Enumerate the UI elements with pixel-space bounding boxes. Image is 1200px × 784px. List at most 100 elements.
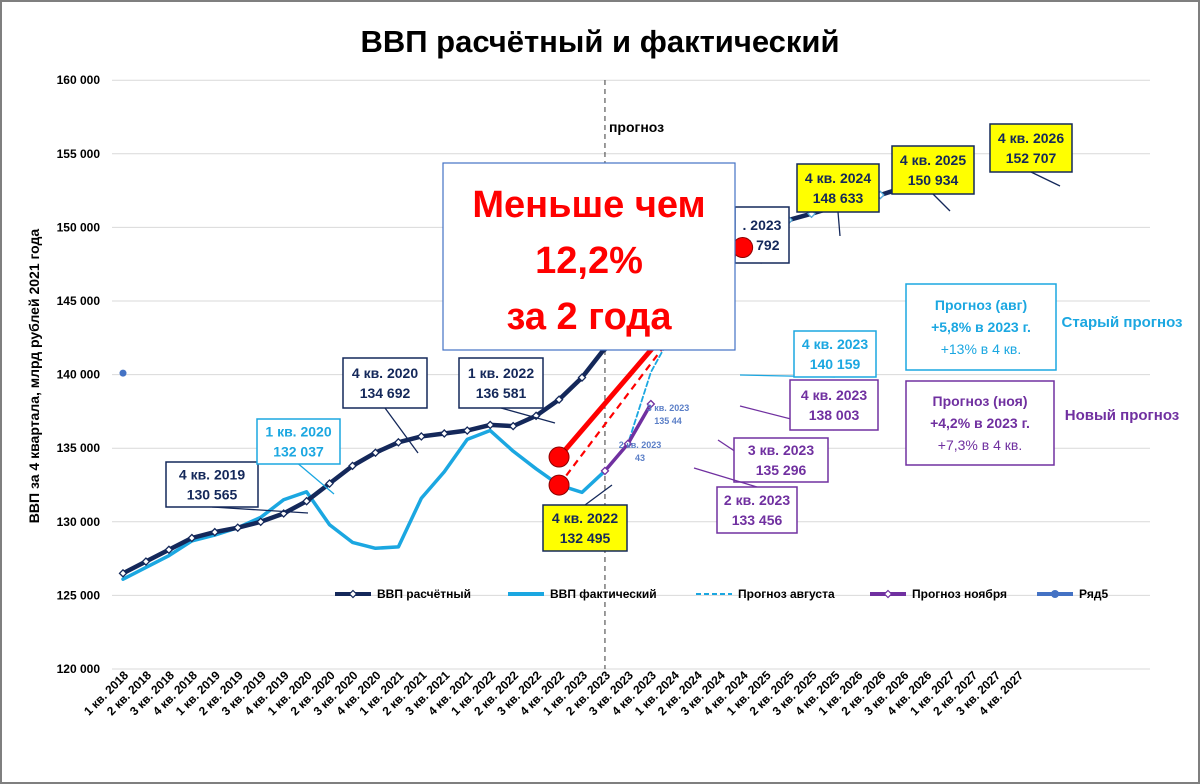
callout-text: 136 581	[476, 385, 527, 401]
data-point	[325, 479, 334, 488]
callout-box	[905, 283, 1057, 371]
forecast-label: прогноз	[609, 119, 664, 135]
callout-box	[733, 437, 829, 483]
callout-text: 4 кв. 2023	[801, 387, 867, 403]
callout-text: 150 934	[908, 172, 959, 188]
y-axis-ticks: 120 000 125 000 130 000 135 000 140 000 145 0…	[57, 73, 101, 676]
legend-label: Прогноз августа	[738, 587, 835, 601]
highlight-text: 12,2%	[535, 240, 643, 282]
callout-pointer	[932, 193, 951, 212]
arrow-endpoint	[548, 446, 570, 468]
callouts: 4 кв. 2019 130 565 1 кв. 2020 132 037 4 кв. …	[165, 123, 1183, 552]
y-tick-label: 135 000	[57, 441, 101, 455]
callout-text: 130 565	[187, 487, 238, 503]
callout-text: 4 кв. 2019	[179, 467, 245, 483]
y-tick-label: 145 000	[57, 294, 101, 308]
data-point	[187, 533, 197, 543]
legend-label: Прогноз ноября	[912, 587, 1007, 601]
data-point	[600, 466, 610, 476]
callout-text: 132 037	[273, 444, 324, 460]
data-point	[348, 461, 357, 471]
callout-text: +7,3% в 4 кв.	[938, 437, 1022, 453]
callout-text: +4,2% в 2023 г.	[930, 415, 1030, 431]
tiny-label: 135 44	[654, 416, 682, 426]
callout-text: 152 707	[1006, 150, 1057, 166]
callout-text: 1 кв. 2020	[265, 424, 331, 440]
tiny-label: 2 кв. 2023	[619, 440, 662, 450]
data-point	[210, 527, 220, 537]
side-label-new: Новый прогноз	[1065, 407, 1180, 424]
callout-text: 4 792	[744, 237, 779, 253]
data-point	[554, 395, 564, 405]
data-point	[393, 437, 403, 447]
callout-pointer	[1030, 171, 1061, 187]
data-point	[164, 545, 174, 555]
callout-pointer	[298, 463, 335, 495]
callout-box	[789, 379, 879, 431]
callout-box	[458, 357, 544, 409]
data-point	[118, 568, 128, 578]
callout-text: 140 159	[810, 356, 861, 372]
highlight-rect	[442, 162, 736, 351]
legend-label: ВВП расчётный	[377, 587, 471, 601]
legend: ВВП расчётный ВВП фактический Прогноз авгу…	[335, 587, 1108, 601]
callout-box	[165, 461, 259, 508]
callout-box	[256, 418, 341, 465]
callout-pointer	[584, 484, 613, 506]
callout-text: 135 296	[756, 462, 807, 478]
y-tick-label: 125 000	[57, 588, 101, 602]
callout-box	[905, 380, 1055, 466]
chart-title: ВВП расчётный и фактический	[360, 24, 839, 59]
highlight-box: Меньше чем 12,2% за 2 года	[442, 162, 736, 351]
callout-pointer	[384, 407, 419, 454]
callout-text: 1 кв. 2022	[468, 365, 534, 381]
callout-text: 4 кв. 2023	[802, 336, 868, 352]
side-label-old: Старый прогноз	[1062, 314, 1183, 331]
callout-text: 4 кв. 2020	[352, 365, 418, 381]
y-tick-label: 130 000	[57, 515, 101, 529]
callout-text: 4 кв. 2024	[805, 170, 871, 186]
callout-text: 4 кв. 2026	[998, 130, 1064, 146]
callout-box	[796, 163, 880, 213]
callout-box	[891, 145, 975, 195]
callout-box	[716, 486, 798, 534]
series-line	[121, 428, 607, 581]
callout-box	[542, 504, 628, 552]
callout-text: 3 кв. 2023	[748, 442, 814, 458]
tiny-label: 43	[635, 453, 645, 463]
data-point	[577, 373, 587, 382]
legend-label: Ряд5	[1079, 587, 1108, 601]
callout-text: 134 692	[360, 385, 411, 401]
legend-marker	[883, 589, 893, 599]
callout-box	[793, 330, 877, 378]
tiny-label: 3 кв. 2023	[647, 403, 690, 413]
data-point	[119, 369, 127, 377]
callout-pointer	[693, 467, 758, 488]
data-point	[623, 439, 633, 449]
callout-pointer	[211, 506, 309, 514]
legend-label: ВВП фактический	[550, 587, 657, 601]
y-tick-label: 155 000	[57, 147, 101, 161]
callout-pointer	[837, 211, 841, 237]
data-point	[233, 523, 243, 533]
callout-text: 138 003	[809, 407, 860, 423]
callout-text: 2 кв. 2023	[724, 492, 790, 508]
data-point	[141, 557, 151, 566]
callout-text: Прогноз (авг)	[935, 297, 1027, 313]
callout-text: 4 кв. 2025	[900, 152, 966, 168]
data-point	[646, 399, 656, 409]
y-tick-label: 160 000	[57, 73, 101, 87]
data-point	[439, 429, 449, 438]
data-point	[462, 426, 472, 435]
arrow-endpoint	[732, 237, 754, 259]
callout-text: Прогноз (ноя)	[933, 393, 1028, 409]
callout-box	[342, 357, 428, 409]
legend-marker	[348, 589, 358, 599]
data-point	[485, 420, 495, 430]
callout-text: 133 456	[732, 512, 783, 528]
arrow-endpoint	[548, 474, 570, 496]
callout-box	[989, 123, 1073, 173]
